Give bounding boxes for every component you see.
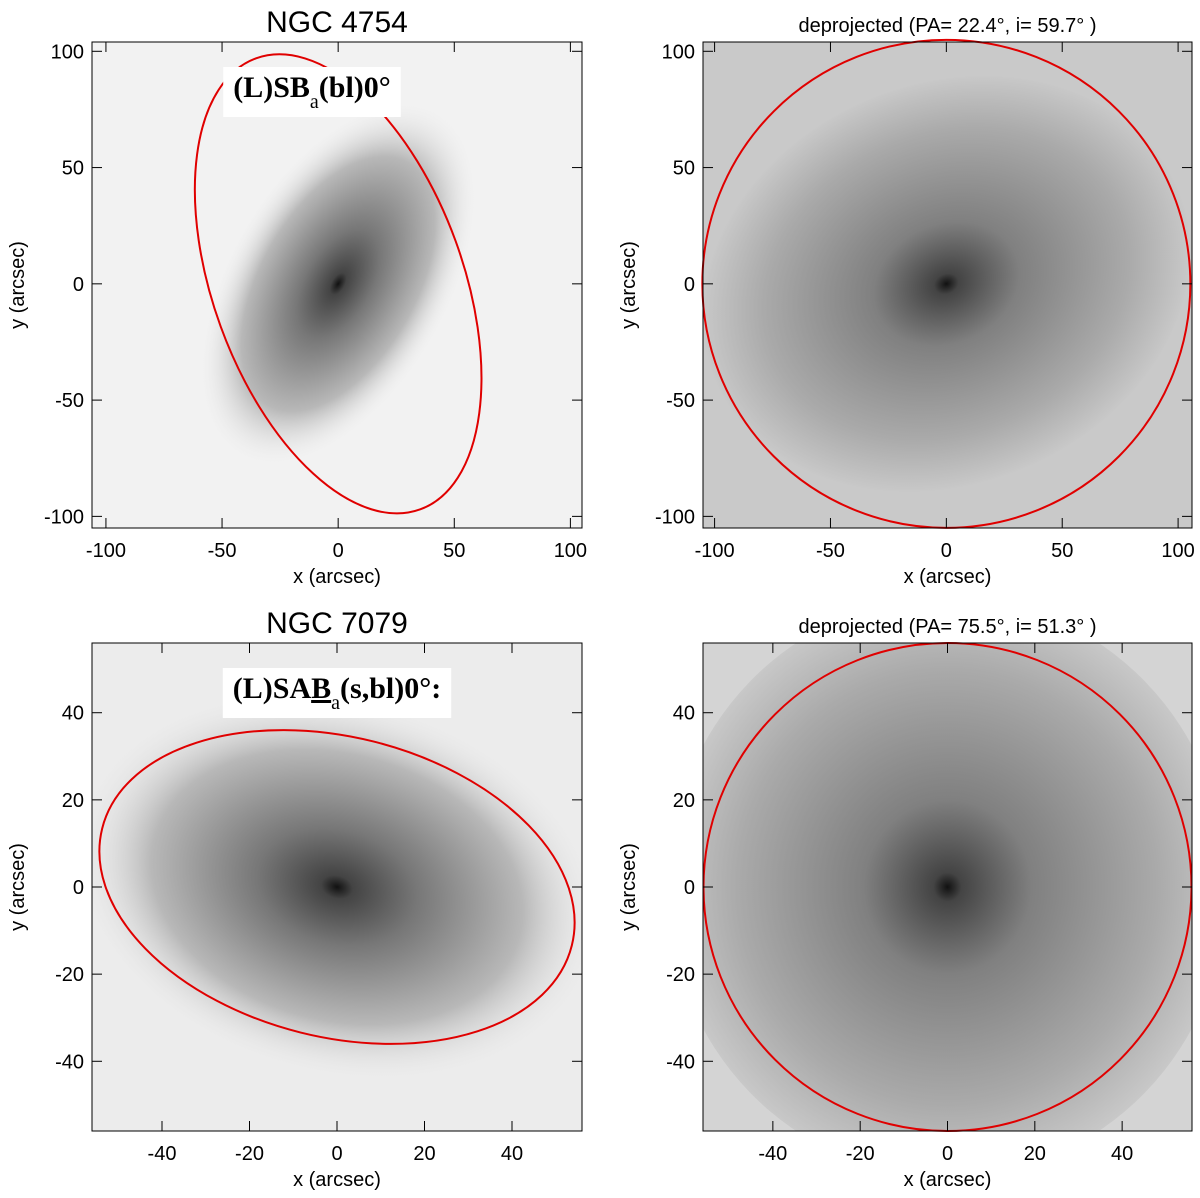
x-axis-label: x (arcsec) xyxy=(293,566,381,588)
panel: -40 -20 0 20 40 -40 -20 0 20 40 x (arcsec) y (arcse… xyxy=(7,607,647,1191)
x-axis-label: x (arcsec) xyxy=(904,566,992,588)
galaxy-image xyxy=(640,5,1200,563)
label-part: B xyxy=(311,672,331,705)
y-tick-label: -100 xyxy=(655,506,695,528)
x-tick-label: 50 xyxy=(443,540,465,562)
panel-title: NGC 4754 xyxy=(266,6,408,39)
x-tick-label: 20 xyxy=(1024,1143,1046,1165)
y-tick-label: 0 xyxy=(73,877,84,899)
y-tick-label: -50 xyxy=(55,390,84,412)
panel: -100 -50 0 50 100 -100 -50 0 50 100 x (arcsec) y (a… xyxy=(7,6,587,588)
x-tick-label: 100 xyxy=(554,540,587,562)
y-tick-label: 40 xyxy=(673,703,695,725)
y-tick-label: 100 xyxy=(51,41,84,63)
y-tick-label: 50 xyxy=(673,158,695,180)
x-tick-label: 0 xyxy=(331,1143,342,1165)
x-axis-label: x (arcsec) xyxy=(904,1169,992,1191)
label-part: (L)SB xyxy=(233,71,310,104)
x-tick-label: -100 xyxy=(695,540,735,562)
y-tick-label: -50 xyxy=(666,390,695,412)
x-tick-label: 50 xyxy=(1051,540,1073,562)
y-tick-label: 0 xyxy=(684,877,695,899)
label-part: a xyxy=(310,91,319,113)
y-tick-label: 100 xyxy=(662,41,695,63)
y-tick-label: -20 xyxy=(55,964,84,986)
y-tick-label: -100 xyxy=(44,506,84,528)
x-tick-label: 20 xyxy=(413,1143,435,1165)
x-tick-label: -50 xyxy=(208,540,237,562)
y-tick-label: 0 xyxy=(73,274,84,296)
x-tick-label: -20 xyxy=(235,1143,264,1165)
y-tick-label: 0 xyxy=(684,274,695,296)
y-axis-label: y (arcsec) xyxy=(618,241,640,329)
x-tick-label: 40 xyxy=(501,1143,523,1165)
x-tick-label: -20 xyxy=(846,1143,875,1165)
x-tick-label: 0 xyxy=(942,1143,953,1165)
x-tick-label: -40 xyxy=(148,1143,177,1165)
y-tick-label: 20 xyxy=(673,790,695,812)
label-part: (bl)0° xyxy=(319,71,391,104)
y-tick-label: 20 xyxy=(62,790,84,812)
galaxy-image xyxy=(668,597,1200,1177)
x-tick-label: -50 xyxy=(816,540,845,562)
y-tick-label: -40 xyxy=(55,1051,84,1073)
x-tick-label: -40 xyxy=(758,1143,787,1165)
panel: -40 -20 0 20 40 -40 -20 0 20 40 x (arcsec) y (arcse… xyxy=(618,597,1200,1191)
x-tick-label: -100 xyxy=(86,540,126,562)
x-axis-label: x (arcsec) xyxy=(293,1169,381,1191)
panel-title: NGC 7079 xyxy=(266,607,408,640)
y-axis-label: y (arcsec) xyxy=(618,843,640,931)
x-tick-label: 40 xyxy=(1111,1143,1133,1165)
panel-title: deprojected (PA= 22.4°, i= 59.7° ) xyxy=(798,15,1096,37)
label-part: (L)SA xyxy=(233,672,312,705)
panel-title: deprojected (PA= 75.5°, i= 51.3° ) xyxy=(798,616,1096,638)
y-tick-label: 40 xyxy=(62,703,84,725)
panel: -100 -50 0 50 100 -100 -50 0 50 100 x (arcsec) y (a… xyxy=(618,5,1200,588)
x-tick-label: 100 xyxy=(1161,540,1194,562)
x-tick-label: 0 xyxy=(333,540,344,562)
y-tick-label: -40 xyxy=(666,1051,695,1073)
y-tick-label: -20 xyxy=(666,964,695,986)
label-part: a xyxy=(331,692,340,714)
y-axis-label: y (arcsec) xyxy=(7,241,29,329)
x-tick-label: 0 xyxy=(941,540,952,562)
y-tick-label: 50 xyxy=(62,158,84,180)
label-part: (s,bl)0°: xyxy=(340,672,441,705)
y-axis-label: y (arcsec) xyxy=(7,843,29,931)
